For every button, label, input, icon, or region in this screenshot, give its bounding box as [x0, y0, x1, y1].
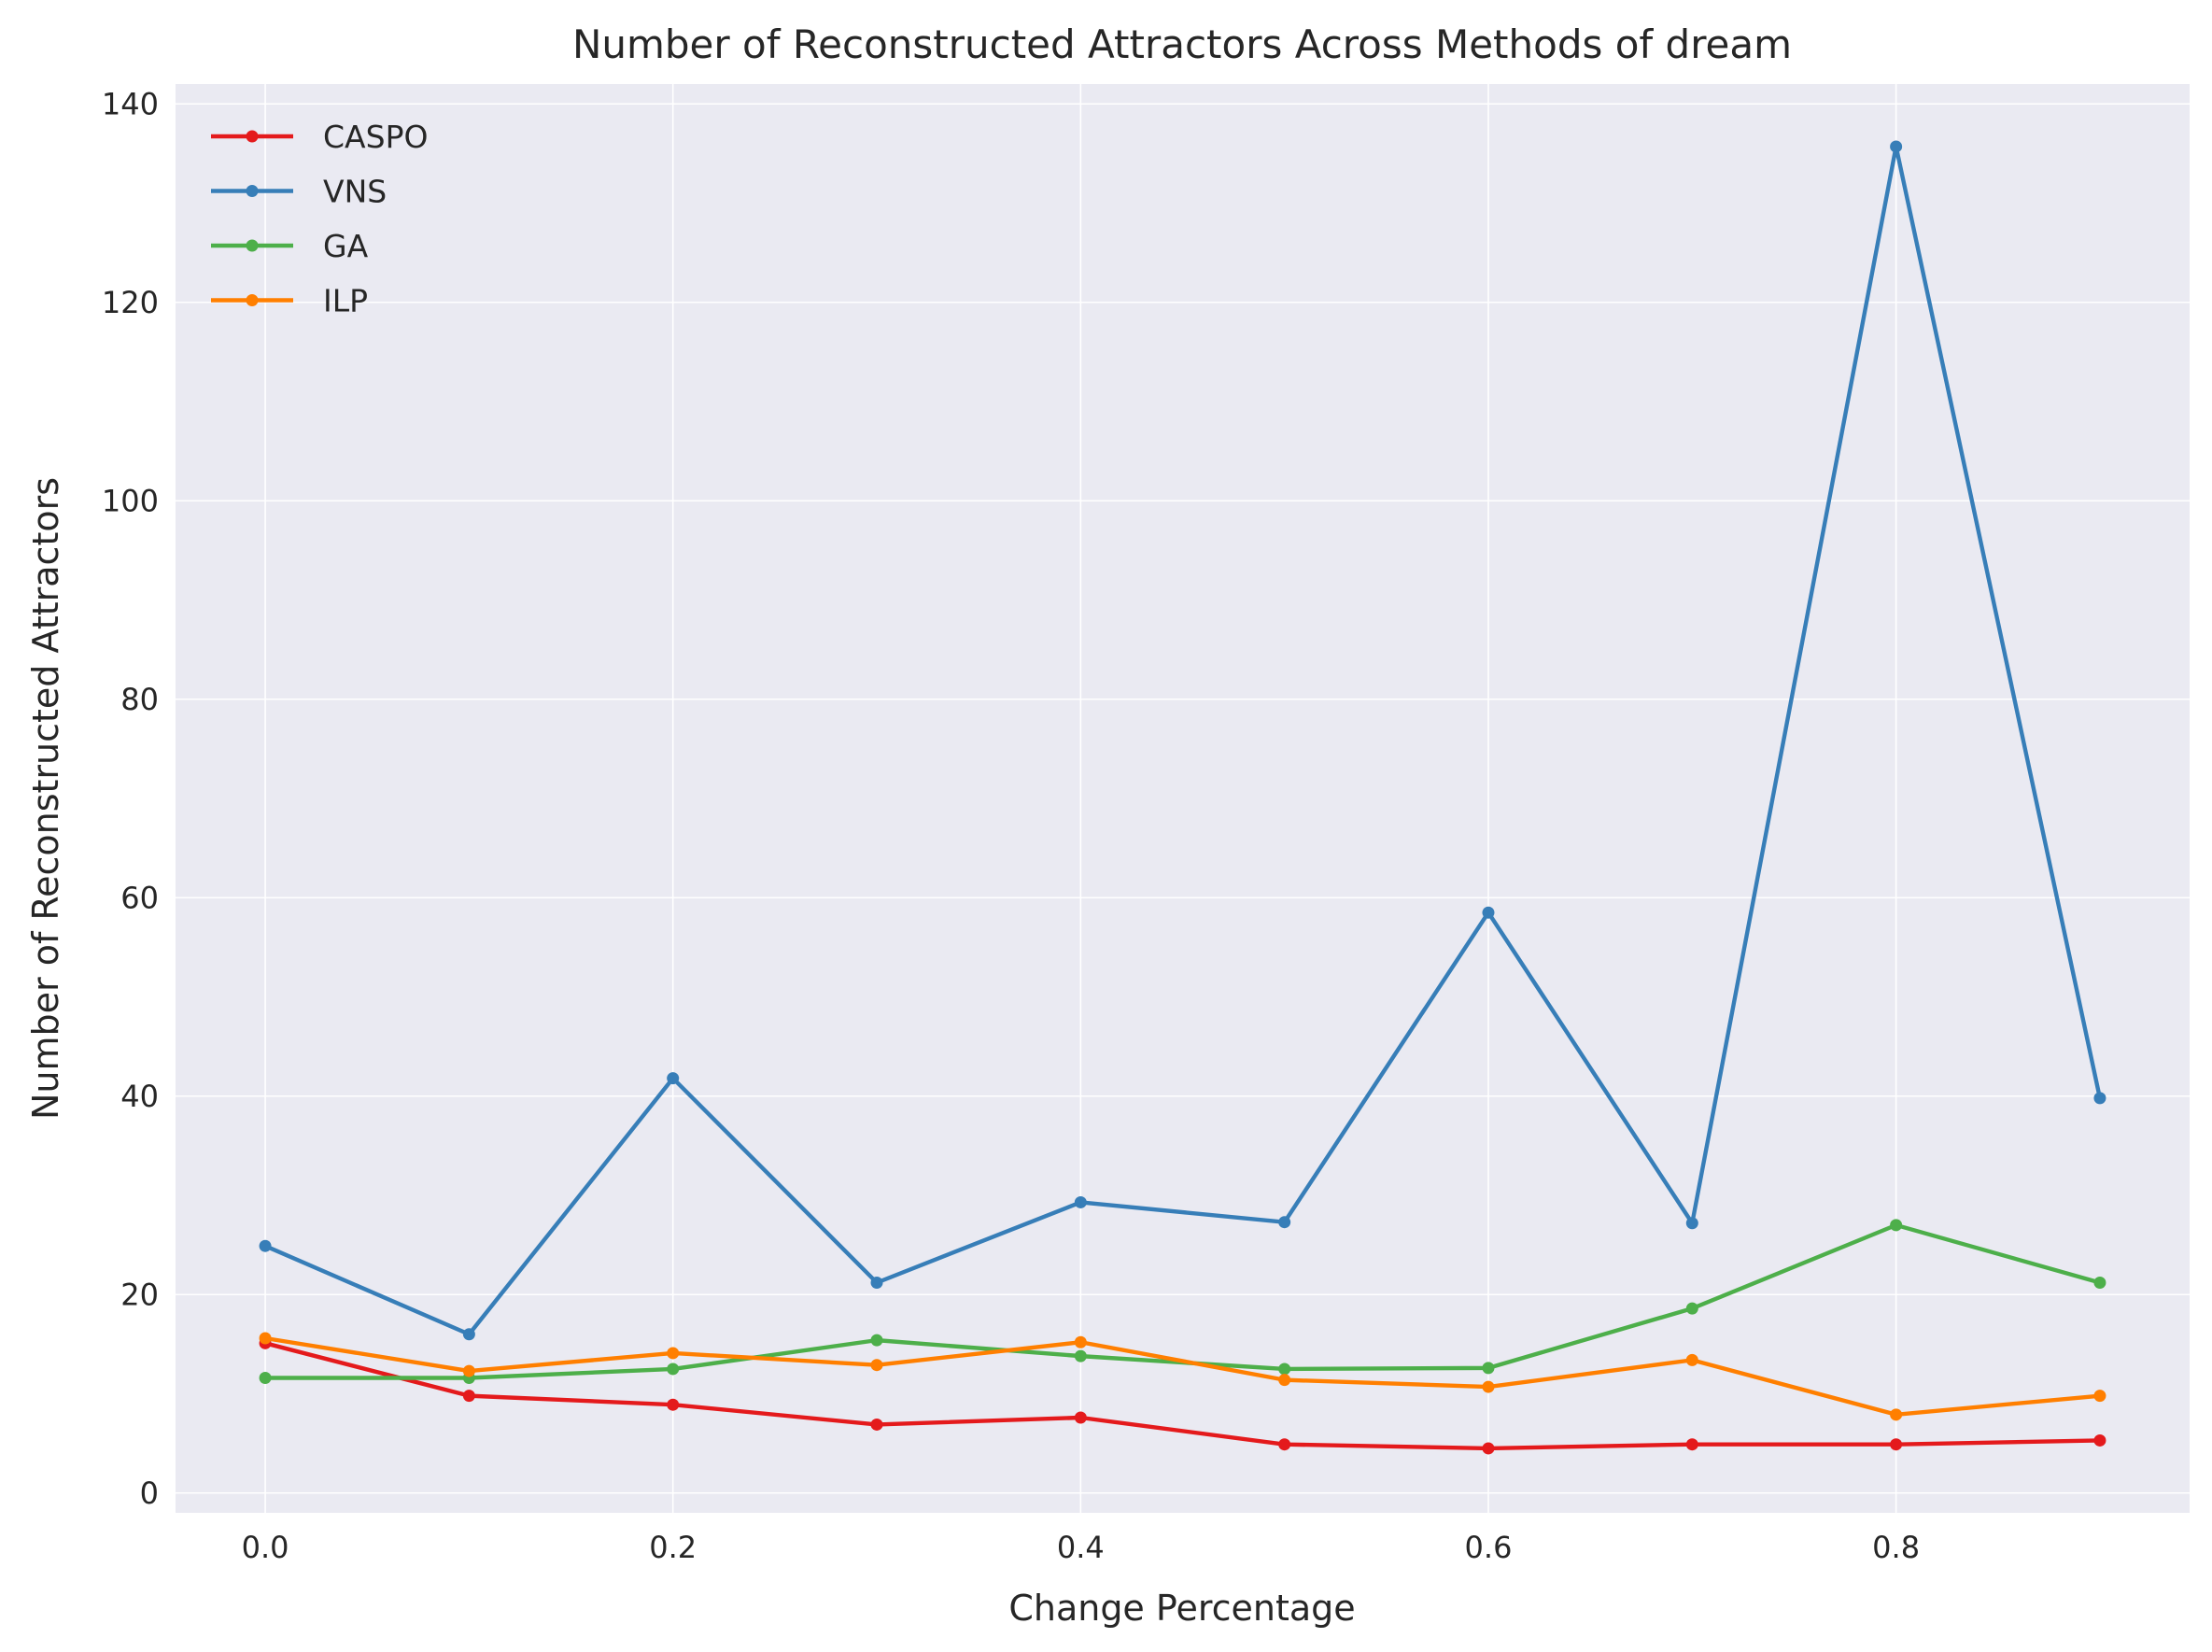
legend-label-ga: GA — [323, 228, 369, 264]
x-tick-label: 0.0 — [242, 1530, 289, 1565]
legend-item-vns: VNS — [211, 174, 387, 210]
data-point-vns — [2093, 1092, 2106, 1105]
series-lines — [259, 140, 2106, 1455]
data-point-caspo — [1890, 1438, 1903, 1451]
y-tick-label: 140 — [102, 86, 159, 121]
data-point-ilp — [870, 1359, 883, 1372]
data-point-caspo — [1482, 1442, 1495, 1455]
legend-marker-ilp — [246, 294, 259, 306]
data-point-vns — [1074, 1195, 1087, 1208]
series-vns — [259, 140, 2106, 1341]
data-point-ilp — [1074, 1335, 1087, 1348]
x-tick-label: 0.8 — [1872, 1530, 1920, 1565]
legend-marker-vns — [246, 185, 259, 197]
data-point-ilp — [1890, 1408, 1903, 1421]
data-point-ilp — [259, 1332, 272, 1345]
legend-item-ilp: ILP — [211, 283, 368, 319]
y-tick-label: 80 — [120, 682, 159, 717]
plot-area — [176, 84, 2190, 1513]
legend: CASPO VNS GA ILP — [211, 119, 428, 319]
gridlines — [176, 84, 2190, 1513]
legend-label-caspo: CASPO — [323, 119, 428, 155]
x-tick-label: 0.4 — [1057, 1530, 1105, 1565]
legend-item-ga: GA — [211, 228, 369, 264]
data-point-vns — [1278, 1216, 1291, 1229]
data-point-ga — [1074, 1349, 1087, 1363]
series-caspo — [259, 1336, 2106, 1455]
x-tick-label: 0.6 — [1465, 1530, 1513, 1565]
legend-item-caspo: CASPO — [211, 119, 428, 155]
data-point-ilp — [1278, 1374, 1291, 1387]
data-point-vns — [1482, 906, 1495, 919]
data-point-ilp — [1482, 1380, 1495, 1393]
chart-title: Number of Reconstructed Attractors Acros… — [572, 21, 1792, 67]
data-point-ga — [1685, 1302, 1698, 1315]
series-line-vns — [262, 144, 2103, 1336]
data-point-ilp — [462, 1364, 475, 1377]
data-point-ilp — [667, 1347, 680, 1360]
data-point-ilp — [2093, 1390, 2106, 1403]
y-axis-label: Number of Reconstructed Attractors — [25, 477, 66, 1120]
series-ilp — [259, 1332, 2106, 1421]
data-point-vns — [259, 1239, 272, 1252]
data-point-caspo — [870, 1418, 883, 1431]
data-point-caspo — [2093, 1433, 2106, 1447]
y-tick-label: 120 — [102, 285, 159, 320]
data-point-ga — [1278, 1363, 1291, 1376]
data-point-ga — [1482, 1362, 1495, 1375]
y-tick-label: 40 — [120, 1079, 159, 1114]
series-line-ilp — [262, 1335, 2103, 1418]
y-tick-label: 60 — [120, 880, 159, 915]
data-point-vns — [1890, 140, 1903, 153]
data-point-caspo — [667, 1398, 680, 1411]
data-point-vns — [462, 1328, 475, 1341]
data-point-ilp — [1685, 1353, 1698, 1366]
data-point-ga — [2093, 1277, 2106, 1289]
y-axis-ticks: 0 20 40 60 80 100 120 140 — [102, 86, 159, 1511]
x-tick-label: 0.2 — [649, 1530, 697, 1565]
x-axis-label: Change Percentage — [1008, 1588, 1355, 1629]
legend-marker-ga — [246, 239, 259, 252]
data-point-vns — [870, 1277, 883, 1289]
data-point-ga — [1890, 1219, 1903, 1232]
legend-label-ilp: ILP — [323, 283, 368, 319]
legend-marker-caspo — [246, 130, 259, 143]
y-tick-label: 20 — [120, 1277, 159, 1312]
legend-label-vns: VNS — [323, 174, 387, 210]
data-point-ga — [667, 1363, 680, 1376]
x-axis-ticks: 0.0 0.2 0.4 0.6 0.8 — [242, 1530, 1920, 1565]
data-point-vns — [1685, 1217, 1698, 1230]
data-point-caspo — [1074, 1411, 1087, 1424]
data-point-vns — [667, 1072, 680, 1085]
data-point-caspo — [1278, 1438, 1291, 1451]
data-point-caspo — [1685, 1438, 1698, 1451]
series-line-caspo — [262, 1341, 2103, 1451]
y-tick-label: 0 — [140, 1476, 159, 1511]
y-tick-label: 100 — [102, 483, 159, 518]
data-point-ga — [259, 1372, 272, 1384]
data-point-caspo — [462, 1390, 475, 1403]
data-point-ga — [870, 1334, 883, 1347]
